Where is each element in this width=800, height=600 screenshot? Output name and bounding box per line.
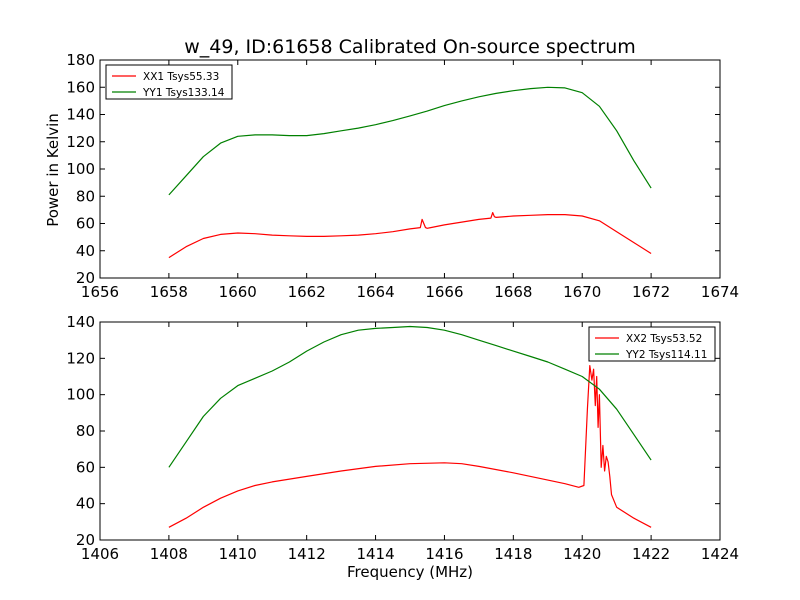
legend-box: [105, 64, 233, 100]
x-tick-label: 1656: [81, 283, 119, 301]
y-tick-label: 20: [76, 269, 95, 287]
bottom-plot: 1406 1408 1410 1412 1414 1416 1418 1420 1422 1424…: [66, 313, 739, 563]
x-tick-label: 1408: [150, 545, 188, 563]
y-tick-label: 180: [66, 51, 95, 69]
x-tick-label: 1666: [425, 283, 463, 301]
x-tick-label: 1424: [701, 545, 739, 563]
x-tick-label: 1660: [219, 283, 257, 301]
y-tick-label: 60: [76, 215, 95, 233]
series-line-yy2-tsys114-11: [168, 325, 652, 468]
y-tick-label: 40: [76, 495, 95, 513]
series-line-yy1-tsys133-14: [168, 86, 652, 196]
legend: XX2 Tsys53.52 YY2 Tsys114.11: [588, 326, 716, 362]
x-tick-label: 1414: [356, 545, 394, 563]
x-tick-label: 1412: [288, 545, 326, 563]
y-tick-label: 20: [76, 531, 95, 549]
y-tick-label: 100: [66, 386, 95, 404]
legend-label: YY2 Tsys114.11: [625, 349, 707, 361]
y-tick-label: 160: [66, 78, 95, 96]
x-tick-label: 1420: [563, 545, 601, 563]
y-tick-label: 120: [66, 349, 95, 367]
y-axis-label: Power in Kelvin: [44, 113, 62, 227]
y-tick-label: 80: [76, 422, 95, 440]
series-line-xx2-tsys53-52: [168, 365, 652, 528]
legend-box: [588, 326, 716, 362]
y-tick-label: 140: [66, 313, 95, 331]
x-tick-label: 1672: [632, 283, 670, 301]
y-tick-label: 140: [66, 106, 95, 124]
legend-label: XX1 Tsys55.33: [143, 71, 219, 83]
x-tick-label: 1416: [425, 545, 463, 563]
legend-label: YY1 Tsys133.14: [142, 87, 225, 99]
legend-label: XX2 Tsys53.52: [626, 333, 702, 345]
y-tick-label: 80: [76, 187, 95, 205]
x-tick-label: 1662: [288, 283, 326, 301]
x-tick-label: 1668: [494, 283, 532, 301]
x-tick-label: 1658: [150, 283, 188, 301]
x-tick-label: 1410: [219, 545, 257, 563]
y-tick-label: 100: [66, 160, 95, 178]
x-tick-label: 1422: [632, 545, 670, 563]
y-tick-label: 40: [76, 242, 95, 260]
series-line-xx1-tsys55-33: [168, 212, 652, 259]
x-tick-label: 1418: [494, 545, 532, 563]
x-tick-label: 1674: [701, 283, 739, 301]
y-tick-label: 120: [66, 133, 95, 151]
legend: XX1 Tsys55.33 YY1 Tsys133.14: [105, 64, 233, 100]
x-tick-label: 1406: [81, 545, 119, 563]
figure-title: w_49, ID:61658 Calibrated On-source spec…: [184, 36, 636, 58]
x-tick-label: 1670: [563, 283, 601, 301]
top-plot: 1656 1658 1660 1662 1664 1666 1668 1670 1672 1674…: [66, 51, 739, 301]
y-tick-label: 60: [76, 458, 95, 476]
x-axis-label: Frequency (MHz): [347, 563, 473, 581]
x-tick-label: 1664: [356, 283, 394, 301]
